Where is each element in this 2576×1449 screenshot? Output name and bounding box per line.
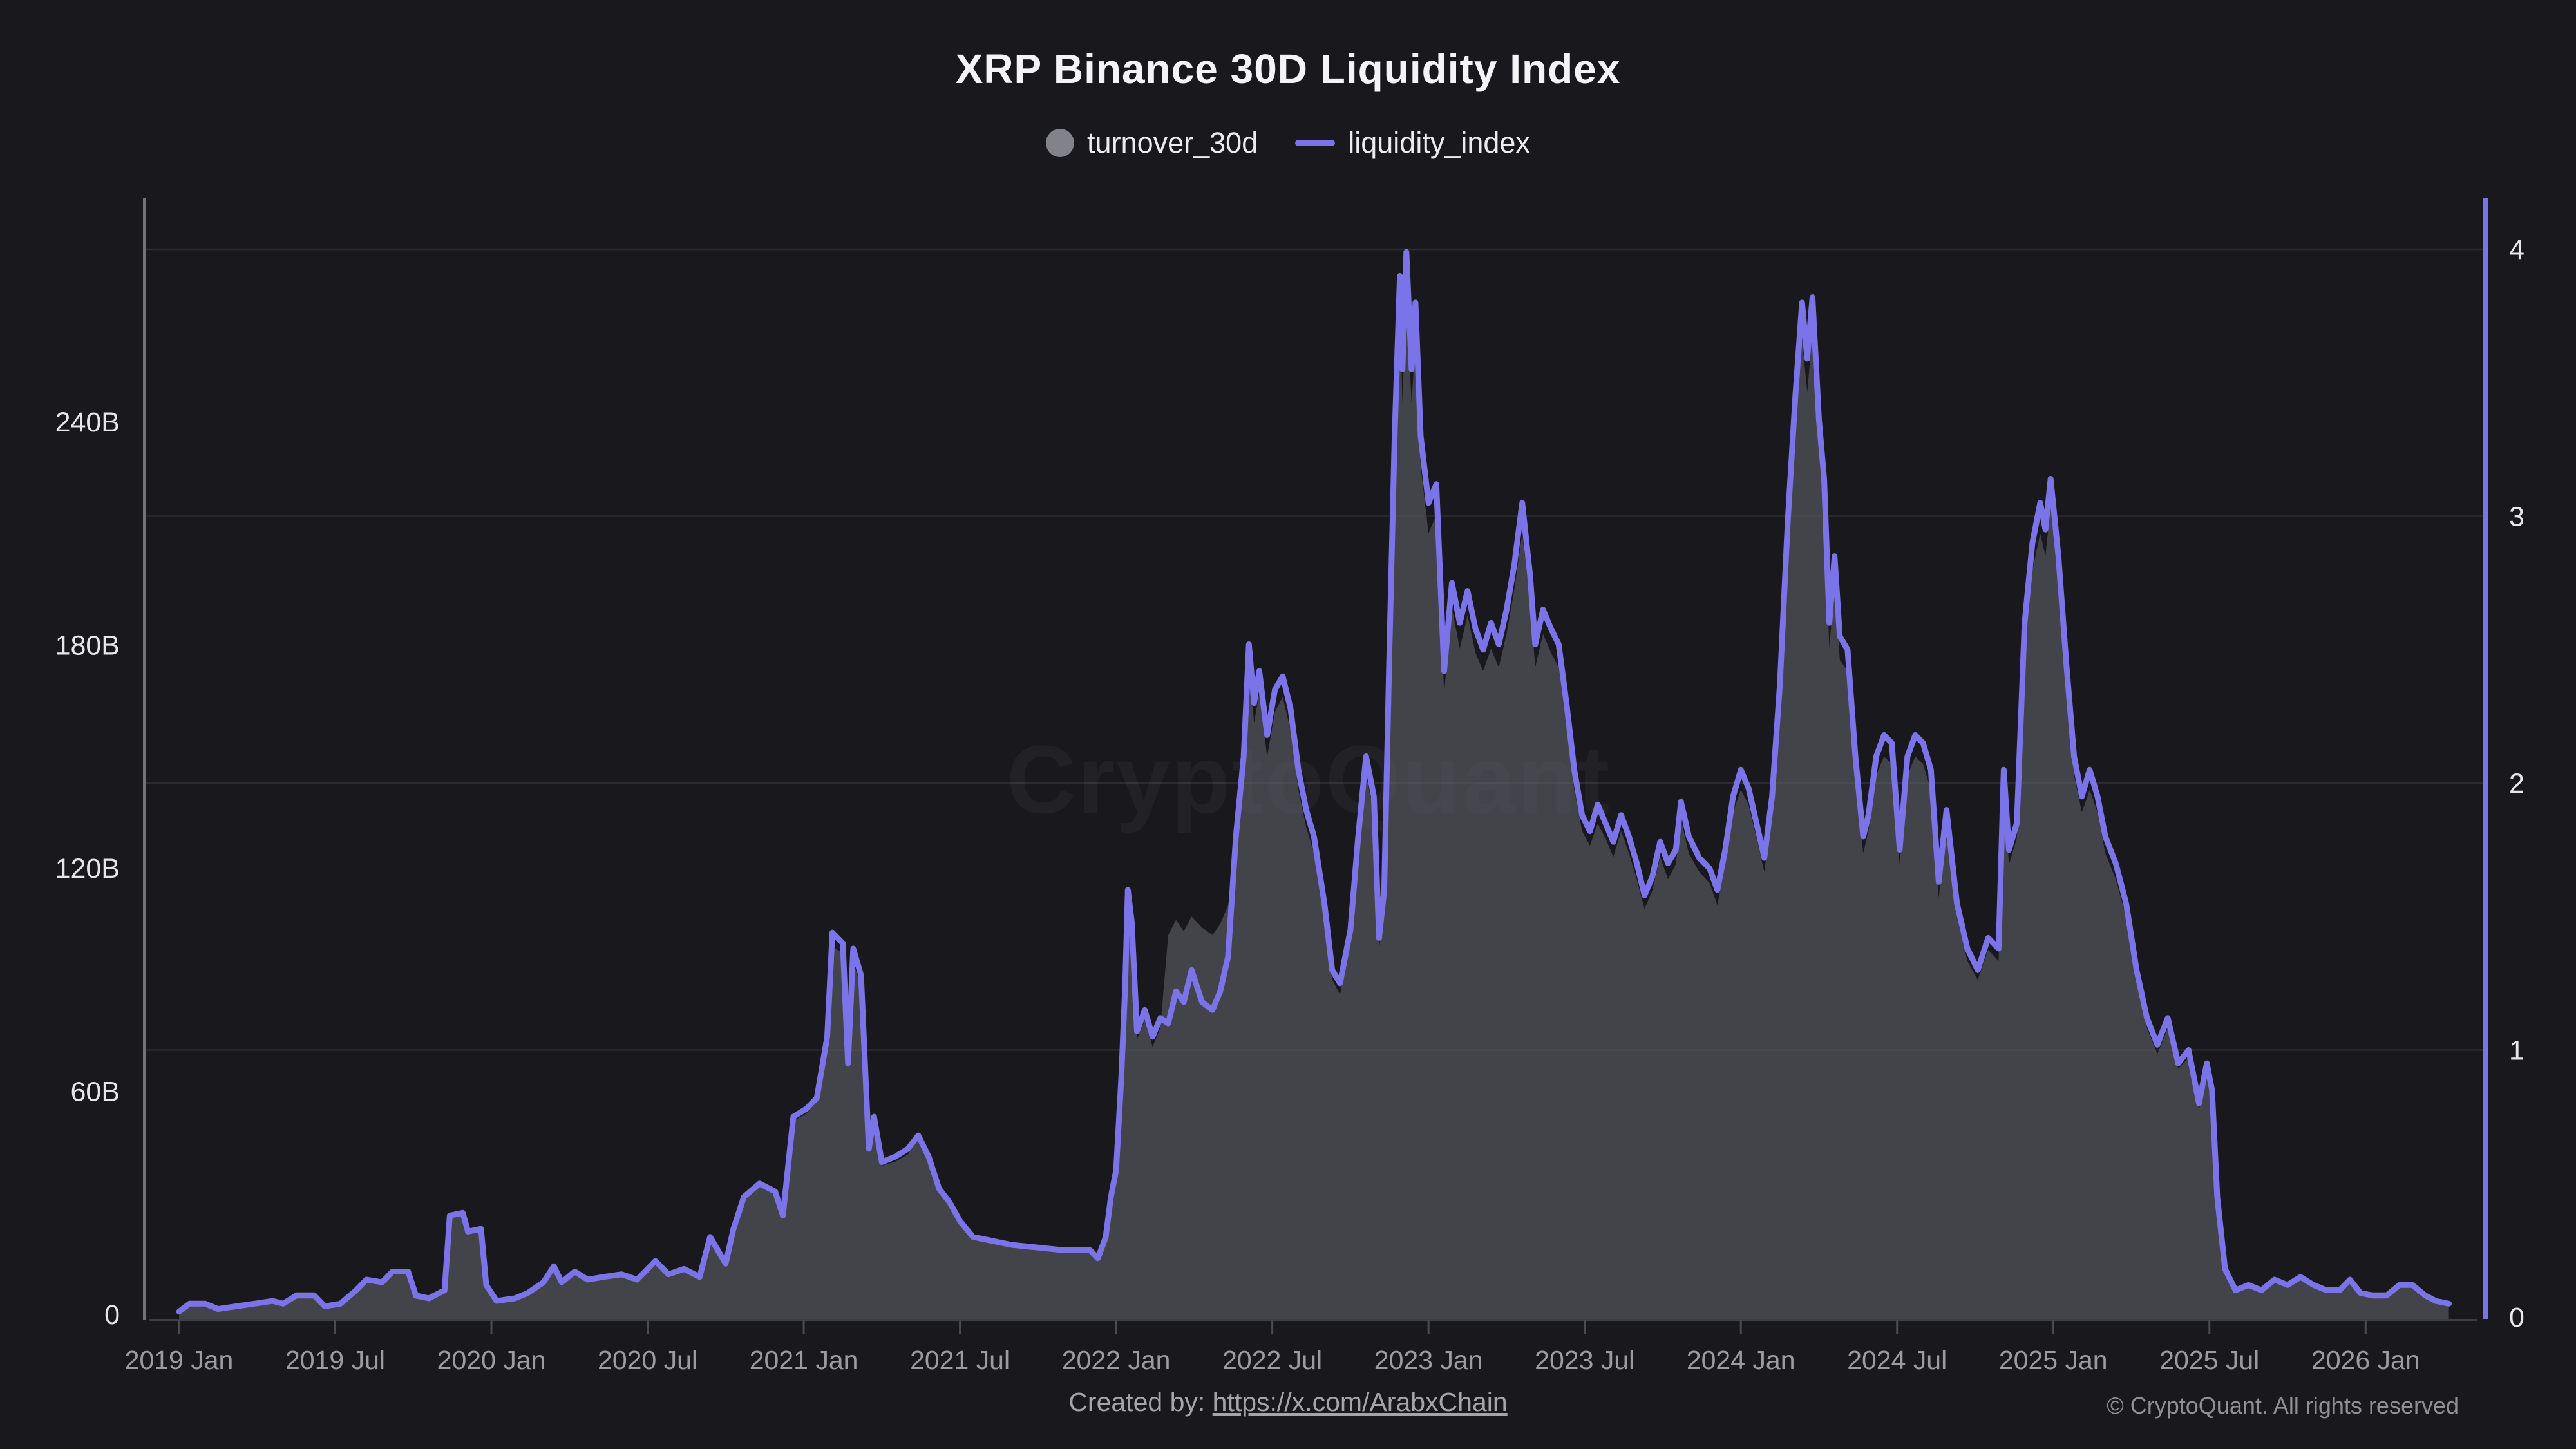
x-tick-label: 2022 Jul (1222, 1345, 1322, 1375)
series-area-turnover-30d (179, 291, 2449, 1320)
created-by-prefix: Created by: (1068, 1387, 1213, 1417)
legend-label: turnover_30d (1087, 126, 1258, 159)
right-axis-tick-label: 1 (2509, 1036, 2524, 1066)
legend-item-liquidity-index[interactable]: liquidity_index (1295, 126, 1530, 160)
x-tick-label: 2025 Jul (2159, 1345, 2259, 1375)
creator-link[interactable]: https://x.com/ArabxChain (1212, 1387, 1508, 1417)
x-tick-label: 2020 Jan (437, 1345, 546, 1375)
liquidity-index-marker-icon (1295, 140, 1336, 146)
x-tick-label: 2019 Jul (285, 1345, 385, 1375)
created-by-text: Created by: https://x.com/ArabxChain (0, 1387, 2576, 1417)
left-axis-tick-label: 60B (70, 1077, 120, 1108)
x-tick-label: 2023 Jan (1374, 1345, 1483, 1375)
left-axis-tick-label: 180B (55, 630, 120, 661)
right-axis-tick-label: 0 (2509, 1302, 2524, 1333)
right-axis-tick-label: 3 (2509, 502, 2524, 533)
left-axis-tick-label: 0 (104, 1300, 120, 1331)
right-axis-tick-label: 4 (2509, 234, 2524, 265)
x-tick-label: 2024 Jul (1847, 1345, 1947, 1375)
x-tick-label: 2021 Jul (910, 1345, 1010, 1375)
legend-label: liquidity_index (1348, 126, 1530, 159)
x-tick-label: 2022 Jan (1062, 1345, 1171, 1375)
x-tick-label: 2026 Jan (2311, 1345, 2420, 1375)
x-tick-label: 2023 Jul (1535, 1345, 1634, 1375)
copyright-text: © CryptoQuant. All rights reserved (2107, 1392, 2459, 1419)
page-title: XRP Binance 30D Liquidity Index (955, 46, 1621, 92)
x-tick-label: 2021 Jan (750, 1345, 858, 1375)
left-axis-tick-label: 240B (55, 407, 120, 438)
x-tick-label: 2024 Jan (1687, 1345, 1795, 1375)
left-axis-tick-label: 120B (55, 853, 120, 884)
legend-item-turnover-30d[interactable]: turnover_30d (1046, 126, 1258, 160)
x-tick-label: 2025 Jan (1999, 1345, 2108, 1375)
turnover-30d-marker-icon (1046, 129, 1075, 157)
x-tick-label: 2020 Jul (598, 1345, 697, 1375)
chart-legend: turnover_30d liquidity_index (0, 126, 2576, 160)
right-axis-tick-label: 2 (2509, 768, 2524, 799)
x-tick-label: 2019 Jan (125, 1345, 234, 1375)
series-line-liquidity-index (176, 249, 2452, 1315)
